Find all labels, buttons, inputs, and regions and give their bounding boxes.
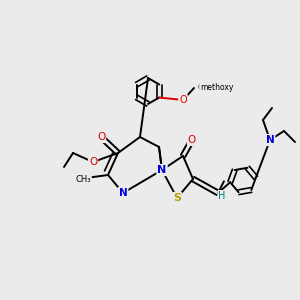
Text: H: H xyxy=(218,191,226,201)
Text: methoxy: methoxy xyxy=(200,82,233,91)
Text: O: O xyxy=(97,132,105,142)
Text: O: O xyxy=(89,157,97,167)
Text: N: N xyxy=(158,165,166,175)
Text: CH₃: CH₃ xyxy=(75,176,91,184)
Text: N: N xyxy=(118,188,127,198)
Text: O: O xyxy=(179,95,187,105)
Text: N: N xyxy=(266,135,274,145)
Text: S: S xyxy=(173,193,181,203)
Text: O: O xyxy=(188,135,196,145)
Text: CH₃: CH₃ xyxy=(197,83,212,92)
